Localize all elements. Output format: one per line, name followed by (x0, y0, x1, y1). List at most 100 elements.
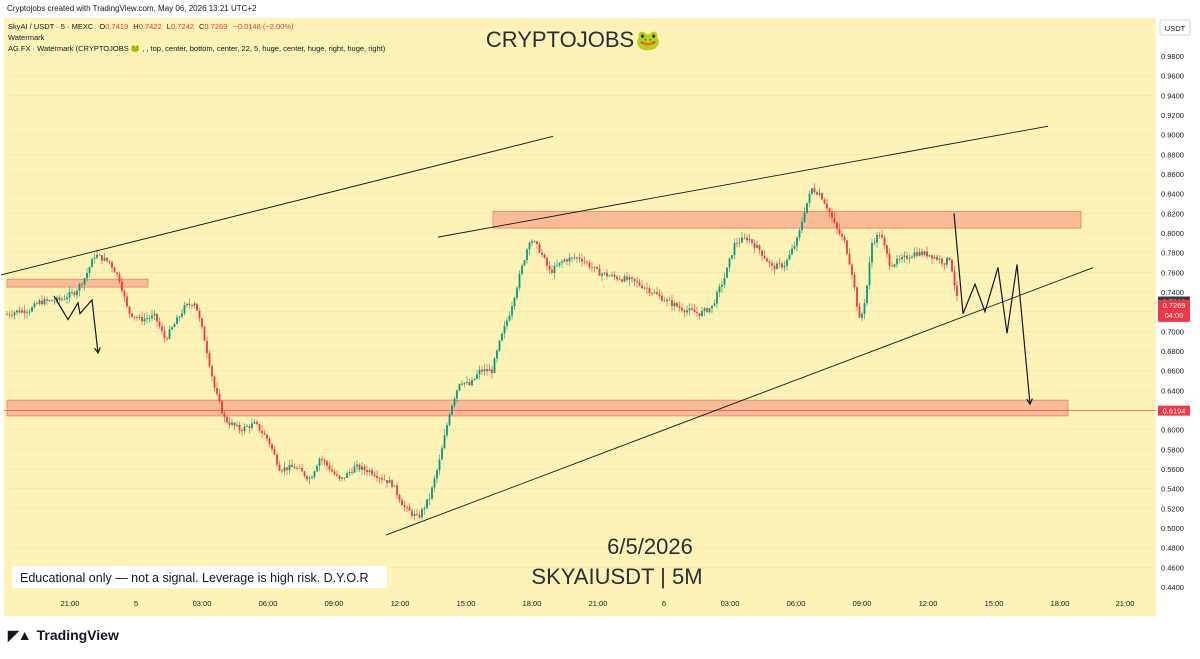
price-tick-label: 0.4800 (1161, 544, 1184, 553)
candle-body (383, 479, 386, 481)
candle-body (176, 317, 178, 325)
candle-body (61, 299, 63, 300)
candle-body (46, 299, 48, 301)
candle-body (628, 277, 631, 280)
disclaimer-box (12, 566, 387, 588)
candle-body (763, 255, 766, 259)
channel-upper-left[interactable] (0, 135, 554, 276)
channel-upper-right[interactable] (437, 125, 1049, 238)
currency-button[interactable] (1159, 19, 1191, 36)
time-tick-label: 21:00 (589, 599, 608, 608)
candle-body (693, 309, 696, 313)
price-badge[interactable] (1158, 405, 1190, 416)
candle-body (41, 300, 43, 305)
candle-body (781, 263, 783, 268)
candle-body (798, 230, 801, 238)
candle-body (288, 464, 291, 471)
candle-body (473, 378, 476, 381)
candle-body (161, 326, 163, 331)
candle-body (276, 454, 278, 465)
candle-body (428, 498, 431, 500)
price-tick-label: 0.9400 (1161, 91, 1184, 100)
candle-body (48, 299, 51, 301)
price-tick-label: 0.6400 (1161, 386, 1184, 395)
candle-body (728, 258, 731, 268)
time-tick-label: 03:00 (193, 599, 212, 608)
channel-lower[interactable] (385, 267, 1094, 536)
candle-body (523, 260, 526, 266)
candle-body (236, 424, 238, 426)
candle-body (333, 471, 336, 475)
candle-body (468, 381, 471, 386)
candle-body (38, 300, 41, 304)
candle-body (926, 251, 928, 257)
supply-zone-top[interactable] (492, 210, 1082, 229)
supply-zone-left[interactable] (6, 278, 149, 288)
candle-body (808, 193, 811, 203)
price-tick-label: 0.7600 (1161, 268, 1184, 277)
candle-body (876, 234, 878, 243)
price-tick-label: 0.5400 (1161, 485, 1184, 494)
candle-body (108, 260, 111, 263)
candle-body (883, 237, 886, 246)
candle-body (126, 296, 128, 307)
candle-body (493, 358, 496, 374)
price-tick-label: 0.8400 (1161, 190, 1184, 199)
price-tick-label: 0.7000 (1161, 327, 1184, 336)
candle-body (633, 278, 636, 282)
candle-body (531, 241, 533, 243)
time-tick-label: 15:00 (457, 599, 476, 608)
candle-body (316, 465, 318, 472)
candle-body (241, 430, 243, 432)
indicator-watermark[interactable]: Watermark (8, 33, 45, 42)
indicator-ag-fx[interactable]: AG FX · Watermark (CRYPTOJOBS 🐸 , , top,… (8, 44, 386, 53)
candle-body (186, 303, 188, 306)
candle-body (456, 390, 458, 399)
candle-body (756, 245, 758, 248)
candle-body (501, 333, 503, 341)
candle-body (211, 366, 213, 377)
candle-body (331, 469, 333, 472)
candle-body (918, 251, 921, 256)
candle-body (603, 272, 606, 274)
candle-body (336, 474, 338, 476)
candle-body (213, 376, 216, 388)
price-badge[interactable] (1158, 299, 1190, 322)
candle-body (496, 350, 498, 359)
candle-body (953, 271, 956, 286)
candle-body (33, 303, 36, 308)
candle-body (278, 464, 281, 471)
candle-body (773, 265, 776, 270)
ohlc-close-value: 0.7269 (204, 22, 227, 31)
candle-body (768, 261, 771, 263)
candle-body (936, 256, 938, 260)
candle-body (818, 193, 821, 195)
candle-body (166, 338, 168, 340)
candle-body (901, 256, 903, 260)
candle-body (178, 316, 181, 318)
frog-icon: 🐸 (636, 30, 661, 52)
candle-body (103, 257, 106, 261)
candle-body (653, 292, 656, 294)
candle-body (416, 513, 418, 515)
candle-body (563, 259, 566, 262)
candle-body (843, 236, 846, 241)
candle-body (886, 245, 888, 254)
candle-body (481, 369, 483, 372)
candle-body (308, 478, 311, 480)
candle-body (621, 279, 623, 282)
tradingview-logo[interactable]: ◤▲ TradingView (8, 624, 119, 646)
plot-area[interactable] (4, 18, 1156, 616)
support-zone[interactable] (6, 399, 1069, 417)
candle-body (133, 316, 136, 318)
projection-right[interactable] (953, 213, 1031, 405)
candle-body (408, 507, 411, 511)
candle-body (596, 266, 598, 269)
candle-body (731, 255, 733, 259)
candle-body (796, 237, 798, 246)
candle-body (558, 262, 561, 266)
projection-left[interactable] (53, 295, 99, 354)
candle-body (438, 459, 441, 471)
